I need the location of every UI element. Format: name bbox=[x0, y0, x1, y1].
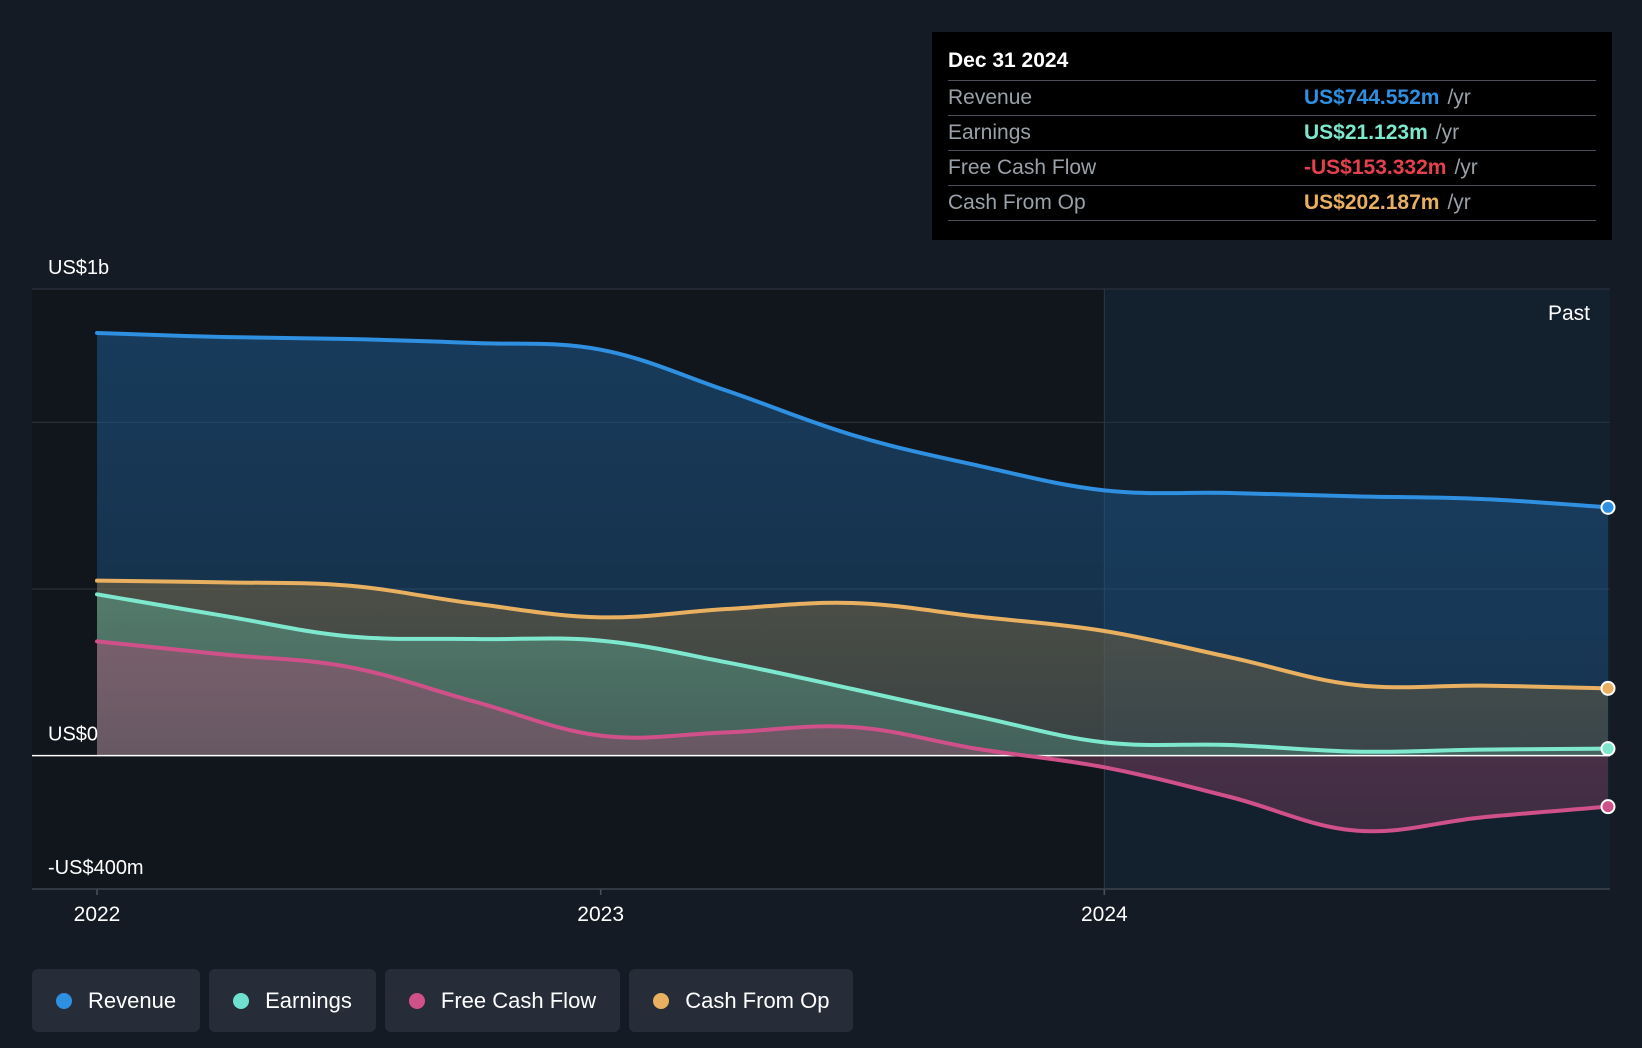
tooltip-row-free-cash-flow: Free Cash Flow -US$153.332m /yr bbox=[948, 151, 1596, 186]
legend: Revenue Earnings Free Cash Flow Cash Fro… bbox=[32, 969, 854, 1032]
tooltip-value: -US$153.332m bbox=[1304, 156, 1447, 179]
tooltip-row-cash-from-op: Cash From Op US$202.187m /yr bbox=[948, 186, 1596, 221]
free-cash-flow-area bbox=[97, 641, 1608, 832]
legend-label: Cash From Op bbox=[685, 987, 830, 1013]
tooltip-value: US$21.123m bbox=[1304, 121, 1428, 144]
free-cash-flow-line bbox=[95, 639, 1610, 834]
tooltip-unit: /yr bbox=[1454, 156, 1478, 179]
x-tick-label: 2024 bbox=[1081, 903, 1128, 926]
legend-item-earnings[interactable]: Earnings bbox=[209, 969, 376, 1032]
tooltip-row-revenue: Revenue US$744.552m /yr bbox=[948, 81, 1596, 116]
legend-label: Free Cash Flow bbox=[440, 987, 597, 1013]
tooltip-label: Cash From Op bbox=[948, 191, 1086, 214]
tooltip-unit: /yr bbox=[1447, 191, 1471, 214]
free-cash-flow-dot-icon bbox=[408, 992, 425, 1009]
tooltip-label: Revenue bbox=[948, 86, 1033, 109]
x-tick-labels: 2022 2023 2024 bbox=[32, 888, 1610, 926]
x-tick-label: 2022 bbox=[74, 903, 121, 926]
legend-item-cash-from-op[interactable]: Cash From Op bbox=[629, 969, 854, 1032]
earnings-endpoint bbox=[1600, 741, 1616, 757]
legend-item-revenue[interactable]: Revenue bbox=[32, 969, 201, 1032]
cash-from-op-endpoint bbox=[1600, 680, 1616, 696]
legend-item-free-cash-flow[interactable]: Free Cash Flow bbox=[384, 969, 621, 1032]
y-tick-label: -US$400m bbox=[48, 857, 144, 879]
legend-label: Revenue bbox=[88, 987, 177, 1013]
y-tick-label: US$1b bbox=[48, 257, 109, 279]
tooltip-date: Dec 31 2024 bbox=[948, 46, 1596, 81]
tooltip-label: Free Cash Flow bbox=[948, 156, 1097, 179]
series-lines bbox=[95, 331, 1610, 834]
revenue-dot-icon bbox=[56, 992, 72, 1009]
past-label: Past bbox=[1548, 302, 1590, 325]
y-tick-label: US$0 bbox=[48, 724, 98, 746]
tooltip-unit: /yr bbox=[1435, 121, 1460, 144]
tooltip-value: US$202.187m bbox=[1304, 191, 1440, 214]
series-endpoints bbox=[1600, 499, 1616, 815]
tooltip: Dec 31 2024 Revenue US$744.552m /yr Earn… bbox=[932, 32, 1612, 240]
tooltip-value: US$744.552m bbox=[1304, 86, 1440, 109]
tooltip-unit: /yr bbox=[1447, 86, 1471, 109]
series-areas bbox=[97, 333, 1608, 832]
free-cash-flow-endpoint bbox=[1600, 799, 1616, 815]
earnings-dot-icon bbox=[233, 992, 250, 1009]
cash-from-op-dot-icon bbox=[653, 992, 670, 1009]
x-tick-label: 2023 bbox=[577, 903, 624, 926]
tooltip-row-earnings: Earnings US$21.123m /yr bbox=[948, 116, 1596, 151]
y-tick-labels: US$1b US$0 -US$400m bbox=[48, 257, 144, 879]
legend-label: Earnings bbox=[265, 987, 352, 1013]
earnings-line bbox=[95, 592, 1610, 754]
cash-from-op-line bbox=[95, 578, 1610, 691]
tooltip-label: Earnings bbox=[948, 121, 1031, 144]
revenue-endpoint bbox=[1600, 499, 1616, 515]
revenue-line bbox=[95, 331, 1610, 510]
